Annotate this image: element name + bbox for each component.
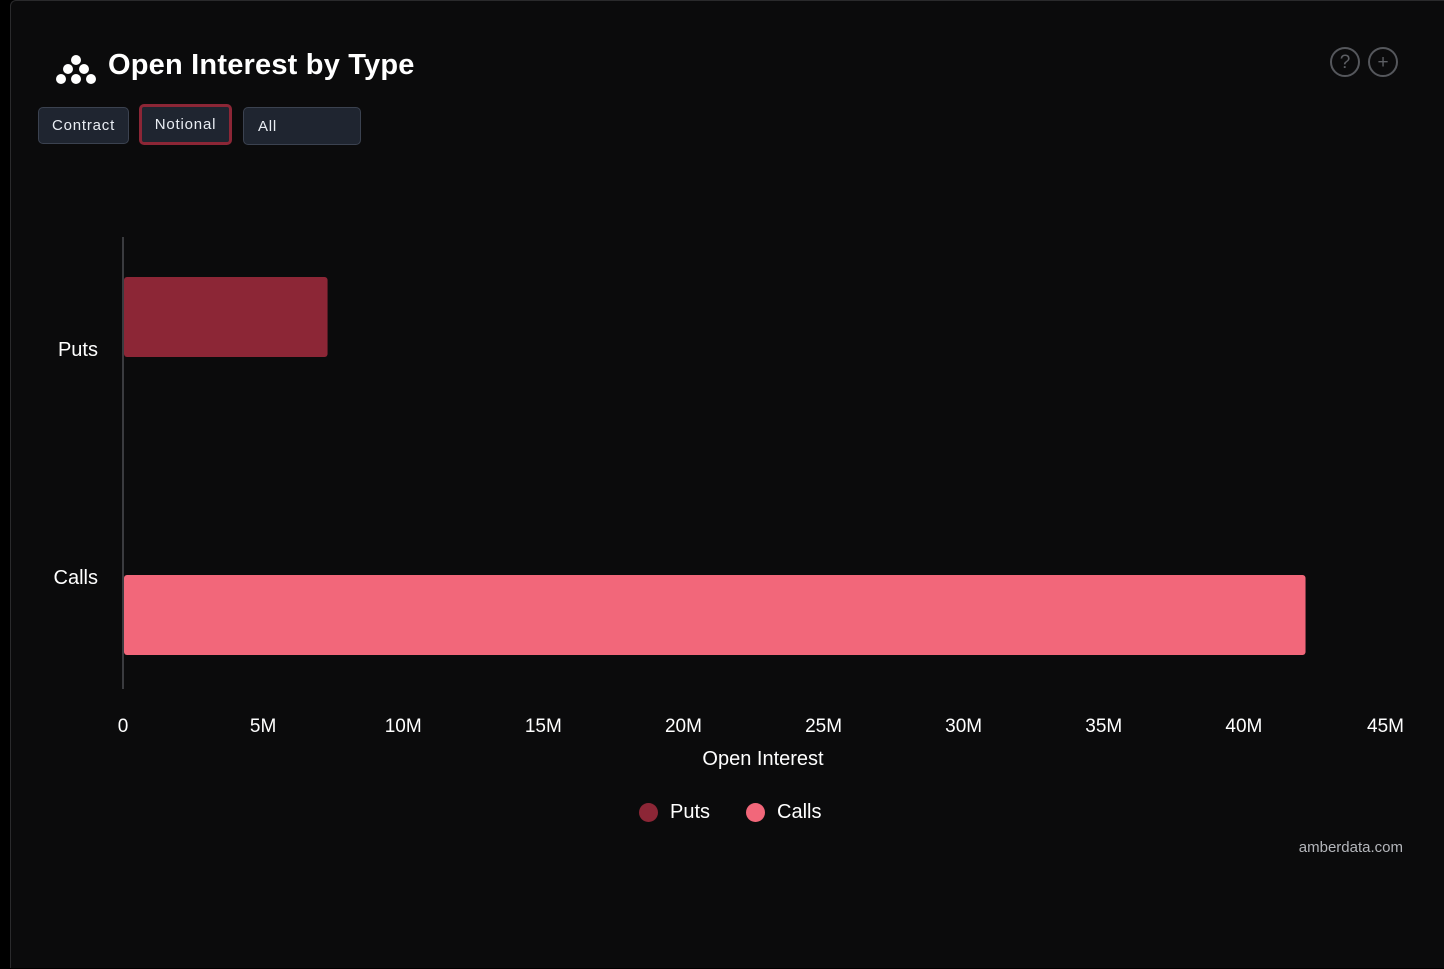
x-tick-label: 40M (1225, 716, 1262, 737)
x-tick-label: 5M (250, 716, 276, 737)
filter-select[interactable]: All (243, 107, 361, 145)
plus-circle-icon[interactable]: + (1368, 47, 1398, 77)
x-tick-label: 10M (385, 716, 422, 737)
source-credit: amberdata.com (1298, 839, 1403, 856)
x-axis-title: Open Interest (702, 748, 824, 770)
legend-label-puts: Puts (670, 801, 711, 823)
legend-marker-calls (746, 803, 766, 822)
header-actions: ? + (1330, 47, 1398, 77)
legend-label-calls: Calls (777, 801, 822, 823)
question-circle-icon[interactable]: ? (1330, 47, 1360, 77)
y-tick-label-puts: Puts (58, 339, 98, 361)
x-tick-label: 15M (525, 716, 562, 737)
x-tick-label: 30M (945, 716, 982, 737)
x-tick-label: 0 (118, 716, 129, 737)
legend-item-calls[interactable]: Calls (746, 801, 821, 824)
y-tick-label-calls: Calls (54, 567, 98, 589)
x-tick-label: 20M (665, 716, 702, 737)
chart-legend: Puts Calls (639, 801, 857, 824)
notional-toggle-button[interactable]: Notional (139, 103, 232, 145)
x-tick-label: 35M (1085, 716, 1122, 737)
chart-panel: Open Interest by Type ? + Contract Notio… (10, 0, 1444, 968)
amberdata-logo-icon (56, 55, 96, 84)
bar-calls[interactable] (124, 575, 1306, 655)
legend-marker-puts (639, 803, 658, 822)
view-toggle-group: Contract Notional All (38, 103, 361, 145)
x-tick-label: 45M (1367, 716, 1404, 737)
bar-chart: Puts Calls 0 5M 10M 15M 20M 25M 30M 35M 40M 45M Open… (54, 237, 1404, 770)
x-tick-label: 25M (805, 716, 842, 737)
contract-toggle-button[interactable]: Contract (38, 106, 129, 144)
bar-puts[interactable] (124, 277, 328, 357)
chart-title: Open Interest by Type (108, 49, 415, 81)
legend-item-puts[interactable]: Puts (639, 801, 710, 824)
